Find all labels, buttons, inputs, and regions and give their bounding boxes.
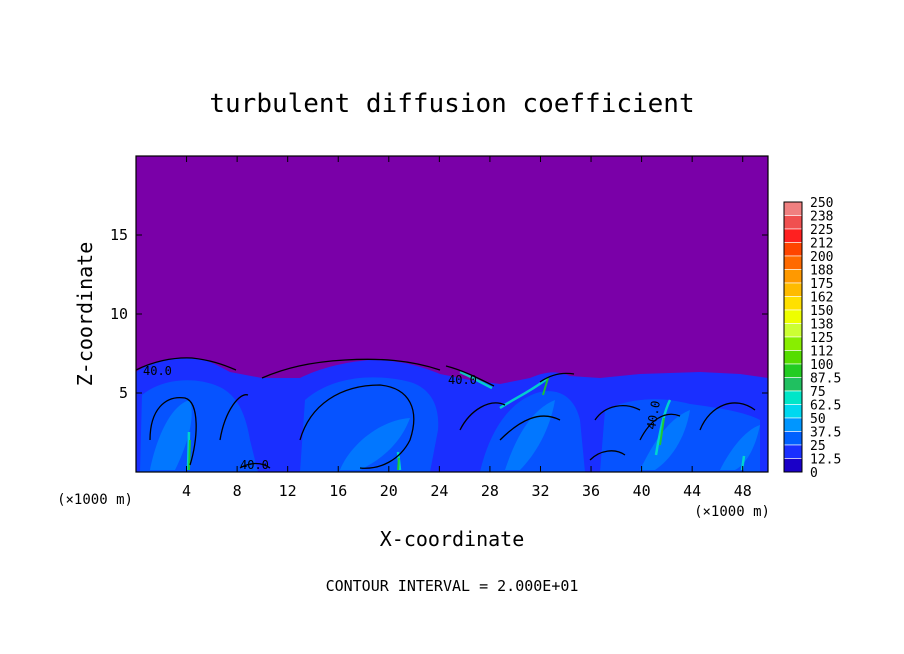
x-tick-label: 16 <box>329 482 347 500</box>
plot-area: 40.0 40.0 40.0 40.0 <box>136 156 768 472</box>
colorbar-label: 62.5 <box>810 399 841 414</box>
colorbar-swatch <box>783 404 803 419</box>
green-streaks <box>188 377 665 471</box>
x-tick-label: 8 <box>233 482 242 500</box>
colorbar-swatch <box>783 363 803 378</box>
contour-label: 40.0 <box>143 364 172 378</box>
colorbar-frame <box>783 201 803 473</box>
colorbar-swatch <box>783 350 803 365</box>
colorbar-label: 238 <box>810 210 833 225</box>
colorbar-label: 12.5 <box>810 453 841 468</box>
colorbar-label: 87.5 <box>810 372 841 387</box>
colorbar-swatch <box>783 269 803 284</box>
colorbar-swatch <box>783 215 803 230</box>
colorbar-swatch <box>783 377 803 392</box>
contour-label: 40.0 <box>448 373 477 387</box>
x-tick-label: 12 <box>279 482 297 500</box>
colorbar-label: 25 <box>810 439 826 454</box>
x-unit-left: (×1000 m) <box>57 492 133 508</box>
x-tick-label: 20 <box>380 482 398 500</box>
x-tick-label: 24 <box>430 482 448 500</box>
y-tick-label: 10 <box>110 305 128 323</box>
colorbar-swatch <box>783 201 803 216</box>
colorbar-swatch <box>783 417 803 432</box>
colorbar: 2502382252122001881751621501381251121008… <box>783 196 841 481</box>
colorbar-label: 175 <box>810 277 833 292</box>
x-tick-label: 44 <box>683 482 701 500</box>
colorbar-label: 138 <box>810 318 833 333</box>
x-tick-label: 40 <box>633 482 651 500</box>
colorbar-label: 100 <box>810 358 833 373</box>
y-axis: 5 10 15 <box>110 226 768 402</box>
contour-label: 40.0 <box>240 458 269 472</box>
x-tick-label: 36 <box>582 482 600 500</box>
x-unit-right: (×1000 m) <box>694 504 770 520</box>
colorbar-label: 112 <box>810 345 833 360</box>
colorbar-swatch <box>783 431 803 446</box>
colorbar-label: 212 <box>810 237 833 252</box>
contour-interval-note: CONTOUR INTERVAL = 2.000E+01 <box>326 577 579 595</box>
colorbar-label: 162 <box>810 291 833 306</box>
contour-label: 40.0 <box>644 400 663 431</box>
colorbar-swatch <box>783 336 803 351</box>
x-tick-label: 32 <box>531 482 549 500</box>
x-tick-label: 48 <box>734 482 752 500</box>
y-tick-label: 5 <box>119 384 128 402</box>
colorbar-swatch <box>783 282 803 297</box>
y-axis-label: Z-coordinate <box>73 242 97 387</box>
colorbar-swatch <box>783 444 803 459</box>
colorbar-label: 50 <box>810 412 826 427</box>
colorbar-swatch <box>783 323 803 338</box>
colorbar-swatch <box>783 228 803 243</box>
x-axis-label: X-coordinate <box>380 527 525 551</box>
turbulent-inner <box>140 377 760 472</box>
colorbar-swatch <box>783 390 803 405</box>
chart-title: turbulent diffusion coefficient <box>209 89 694 119</box>
colorbar-label: 150 <box>810 304 833 319</box>
y-tick-label: 15 <box>110 226 128 244</box>
contour-lines <box>136 357 756 469</box>
colorbar-label: 75 <box>810 385 826 400</box>
x-axis: 4 8 12 16 20 24 28 32 36 40 44 48 <box>182 156 752 500</box>
colorbar-label: 188 <box>810 264 833 279</box>
colorbar-label: 0 <box>810 466 818 481</box>
x-tick-label: 4 <box>182 482 191 500</box>
colorbar-label: 125 <box>810 331 833 346</box>
colorbar-label: 37.5 <box>810 426 841 441</box>
colorbar-swatch <box>783 458 803 473</box>
colorbar-swatch <box>783 309 803 324</box>
colorbar-label: 250 <box>810 196 833 211</box>
colorbar-swatch <box>783 242 803 257</box>
colorbar-swatch <box>783 255 803 270</box>
colorbar-label: 225 <box>810 223 833 238</box>
x-tick-label: 28 <box>481 482 499 500</box>
colorbar-label: 200 <box>810 250 833 265</box>
colorbar-swatch <box>783 296 803 311</box>
